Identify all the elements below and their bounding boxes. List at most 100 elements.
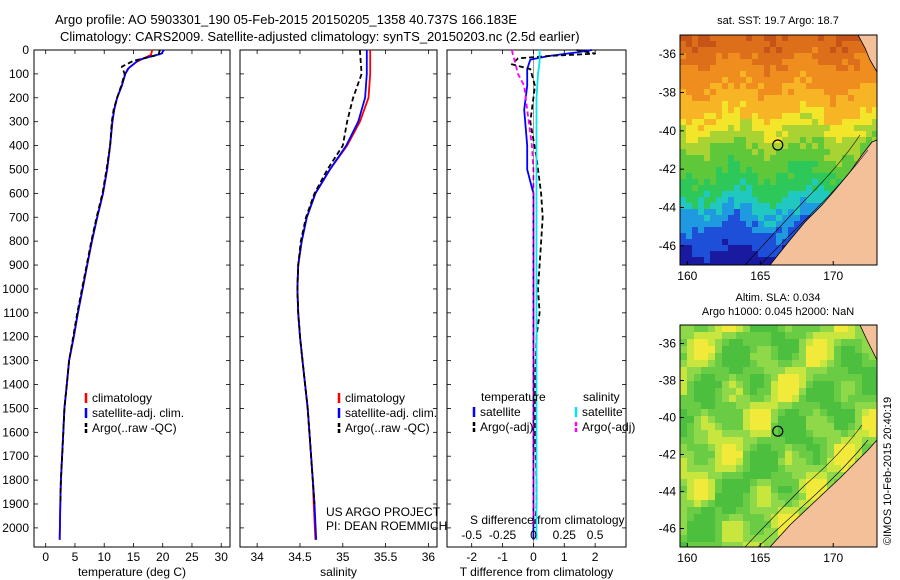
heatmap-cell [794, 41, 801, 48]
heatmap-cell [734, 173, 741, 180]
heatmap-cell [782, 83, 789, 90]
heatmap-cell [686, 131, 693, 138]
heatmap-cell [698, 263, 705, 265]
heatmap-cell [757, 444, 765, 452]
heatmap-cell [680, 101, 687, 108]
heatmap-cell [827, 451, 835, 459]
heatmap-cell [820, 472, 828, 480]
heatmap-cell [698, 155, 705, 162]
heatmap-cell [764, 367, 772, 375]
heatmap-cell [722, 507, 730, 515]
heatmap-cell [820, 388, 828, 396]
heatmap-cell [841, 444, 849, 452]
heatmap-cell [694, 514, 702, 522]
heatmap-cell [686, 203, 693, 210]
heatmap-cell [806, 89, 813, 96]
heatmap-cell [740, 179, 747, 186]
x-tick-label: 25 [185, 550, 199, 564]
heatmap-cell [746, 149, 753, 156]
heatmap-cell [752, 77, 759, 84]
heatmap-cell [782, 173, 789, 180]
heatmap-cell [743, 346, 751, 354]
heatmap-cell [680, 59, 687, 66]
heatmap-cell [827, 381, 835, 389]
heatmap-cell [715, 486, 723, 494]
heatmap-cell [716, 119, 723, 126]
heatmap-cell [743, 374, 751, 382]
heatmap-cell [715, 374, 723, 382]
heatmap-cell [866, 137, 873, 144]
heatmap-cell [743, 451, 751, 459]
heatmap-cell [722, 514, 730, 522]
heatmap-cell [722, 35, 729, 42]
heatmap-cell [872, 89, 877, 96]
heatmap-cell [764, 137, 771, 144]
heatmap-cell [812, 173, 819, 180]
heatmap-cell [680, 339, 688, 347]
heatmap-cell [800, 155, 807, 162]
heatmap-cell [708, 535, 716, 543]
heatmap-cell [715, 416, 723, 424]
heatmap-cell [788, 143, 795, 150]
heatmap-cell [770, 47, 777, 54]
heatmap-cell [687, 535, 695, 543]
heatmap-cell [770, 191, 777, 198]
heatmap-cell [692, 107, 699, 114]
heatmap-cell [710, 239, 717, 246]
heatmap-cell [824, 71, 831, 78]
heatmap-cell [785, 507, 793, 515]
heatmap-cell [830, 113, 837, 120]
heatmap-cell [855, 381, 863, 389]
heatmap-cell [800, 173, 807, 180]
heatmap-cell [800, 113, 807, 120]
heatmap-cell [734, 239, 741, 246]
heatmap-cell [716, 161, 723, 168]
heatmap-cell [813, 332, 821, 340]
heatmap-cell [701, 479, 709, 487]
heatmap-cell [866, 113, 873, 120]
heatmap-cell [704, 47, 711, 54]
heatmap-cell [692, 257, 699, 264]
heatmap-cell [764, 185, 771, 192]
heatmap-cell [848, 71, 855, 78]
heatmap-cell [722, 395, 730, 403]
heatmap-cell [740, 239, 747, 246]
heatmap-cell [848, 381, 856, 389]
heatmap-cell [830, 53, 837, 60]
heatmap-cell [758, 203, 765, 210]
heatmap-cell [778, 521, 786, 529]
heatmap-cell [715, 402, 723, 410]
heatmap-cell [788, 131, 795, 138]
heatmap-cell [752, 245, 759, 252]
x-tick-label: 20 [156, 550, 170, 564]
heatmap-cell [776, 215, 783, 222]
heatmap-cell [728, 257, 735, 264]
heatmap-cell [782, 149, 789, 156]
heatmap-cell [701, 451, 709, 459]
heatmap-cell [806, 161, 813, 168]
heatmap-cell [698, 257, 705, 264]
heatmap-cell [812, 113, 819, 120]
heatmap-cell [740, 77, 747, 84]
heatmap-cell [848, 95, 855, 102]
heatmap-cell [778, 444, 786, 452]
heatmap-cell [824, 113, 831, 120]
heatmap-cell [698, 191, 705, 198]
heatmap-cell [752, 203, 759, 210]
heatmap-cell [854, 137, 861, 144]
heatmap-cell [680, 437, 688, 445]
heatmap-cell [680, 423, 688, 431]
heatmap-cell [818, 119, 825, 126]
heatmap-cell [680, 486, 688, 494]
heatmap-cell [687, 507, 695, 515]
heatmap-cell [728, 125, 735, 132]
heatmap-cell [729, 353, 737, 361]
heatmap-cell [800, 215, 807, 222]
heatmap-cell [764, 233, 771, 240]
heatmap-cell [836, 53, 843, 60]
heatmap-cell [734, 149, 741, 156]
heatmap-cell [824, 101, 831, 108]
heatmap-cell [722, 155, 729, 162]
heatmap-cell [715, 395, 723, 403]
heatmap-cell [758, 167, 765, 174]
